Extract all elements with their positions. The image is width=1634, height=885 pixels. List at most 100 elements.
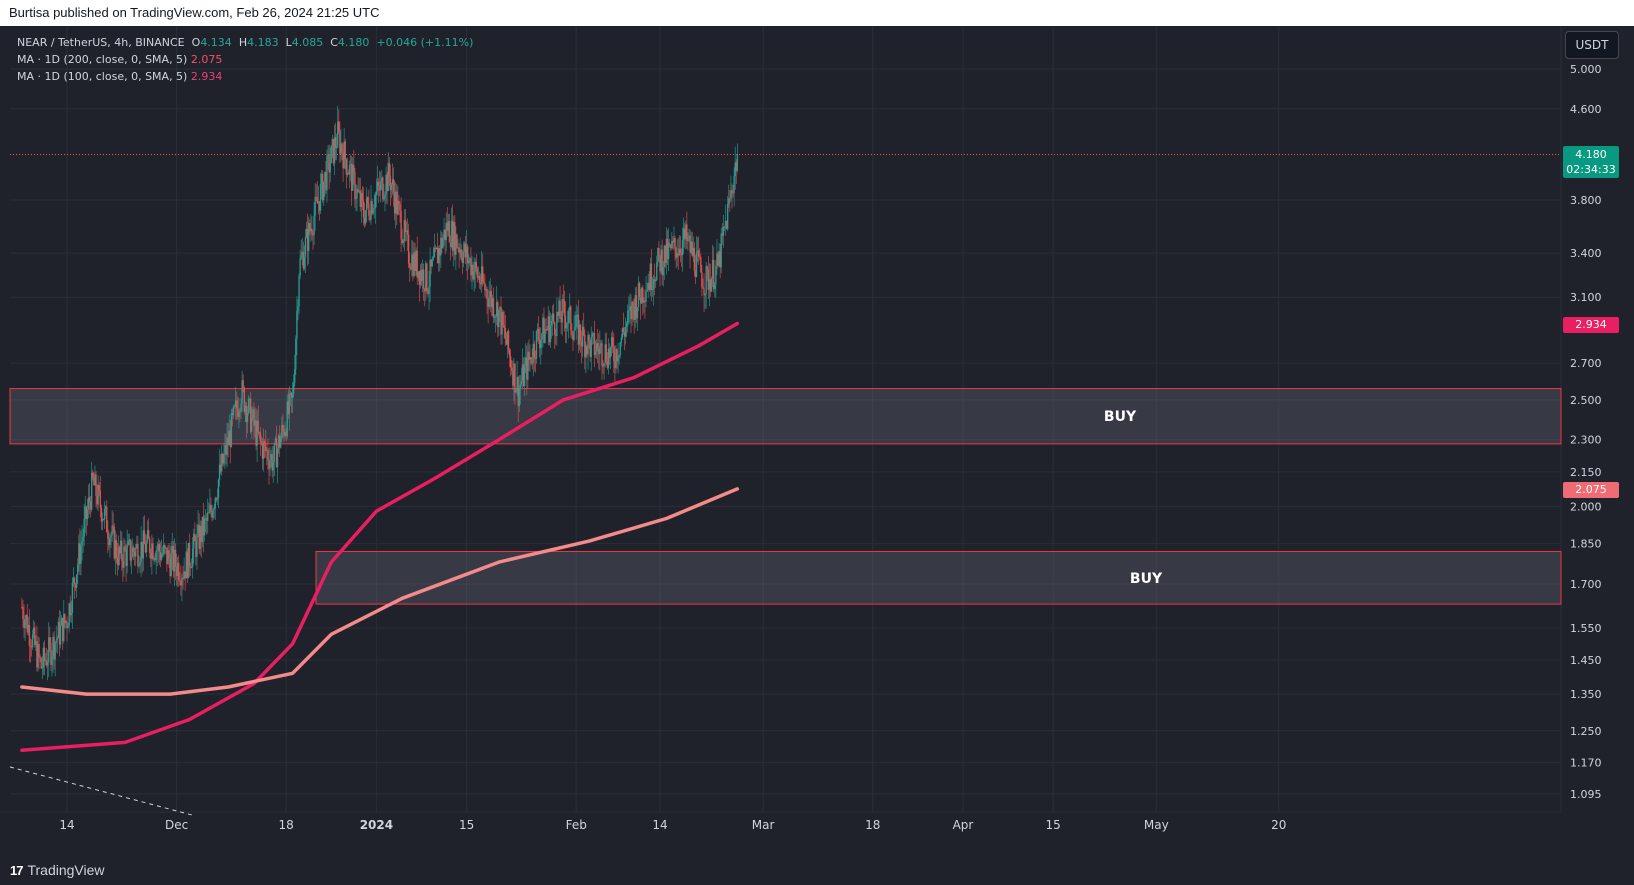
candle-body (74, 584, 77, 588)
candle-body (714, 284, 716, 289)
candle-body (685, 224, 687, 239)
candle-body (566, 322, 569, 325)
candle-body (369, 215, 371, 220)
candle-body (506, 331, 509, 345)
candle-body (40, 658, 42, 669)
candle-body (426, 263, 428, 292)
candle-body (250, 398, 252, 432)
candle-body (456, 234, 458, 248)
legend-ma200-label: MA · 1D (200, close, 0, SMA, 5) (17, 53, 188, 66)
candle-body (274, 438, 277, 444)
price-tick-label: 3.100 (1570, 291, 1602, 304)
candle-body (140, 541, 142, 562)
candle-body (349, 163, 352, 165)
price-tick-label: 4.600 (1570, 103, 1602, 116)
candle-body (554, 322, 556, 335)
candle-body (574, 326, 576, 331)
candle-body (236, 400, 238, 409)
footer: 17 TradingView (0, 855, 1634, 885)
publisher-header: Burtisa published on TradingView.com, Fe… (0, 0, 1634, 26)
candle-body (471, 264, 473, 276)
legend-ma100-row[interactable]: MA · 1D (100, close, 0, SMA, 5) 2.934 (17, 68, 473, 85)
tradingview-logo[interactable]: 17 TradingView (10, 862, 105, 878)
candle-body (302, 251, 305, 269)
candle-body (94, 474, 96, 486)
candle-body (487, 299, 489, 307)
candle-body (514, 363, 516, 393)
candle-body (334, 137, 337, 148)
candle-body (608, 348, 611, 358)
candle-body (261, 442, 264, 459)
candle-body (699, 256, 701, 258)
candle-body (371, 201, 373, 214)
candle-body (549, 325, 552, 343)
legend-ma200-row[interactable]: MA · 1D (200, close, 0, SMA, 5) 2.075 (17, 51, 473, 68)
candle-body (340, 143, 342, 154)
candle-body (555, 334, 557, 336)
candle-body (653, 279, 656, 282)
candle-body (151, 543, 153, 559)
candle-body (115, 540, 118, 559)
candle-body (541, 333, 543, 340)
candle-body (415, 250, 417, 271)
price-tick-label: 1.550 (1570, 622, 1602, 635)
candle-body (286, 401, 288, 437)
candle-body (585, 345, 587, 358)
candle-body (332, 139, 335, 164)
candle-body (561, 299, 563, 323)
candle-body (152, 543, 154, 560)
price-chart[interactable]: BUY BUY 5.000 4.600 3.800 3.400 3.100 2.700 2.5… (0, 26, 1634, 855)
candle-body (381, 177, 383, 182)
chart-frame[interactable] (0, 26, 1634, 855)
candle-body (386, 174, 388, 192)
candle-body (435, 247, 438, 250)
candle-body (99, 490, 102, 508)
candle-body (663, 245, 665, 268)
candle-body (62, 617, 64, 642)
candle-body (299, 258, 301, 276)
candle-body (373, 207, 375, 210)
candle-body (467, 246, 469, 264)
candle-body (233, 406, 236, 408)
candle-body (427, 291, 429, 294)
candle-body (702, 287, 704, 289)
candle-body (641, 287, 643, 304)
currency-button[interactable]: USDT (1565, 31, 1619, 59)
candle-body (649, 263, 652, 290)
candle-body (109, 537, 111, 546)
candle-body (451, 220, 454, 251)
candle-body (113, 526, 115, 559)
candle-body (595, 343, 598, 352)
candle-body (392, 179, 395, 194)
candle-body (202, 516, 205, 536)
candle-body (55, 640, 57, 643)
candle-body (447, 221, 450, 231)
candle-body (526, 357, 528, 380)
candle-body (266, 450, 268, 452)
candle-body (79, 543, 81, 564)
candle-body (122, 560, 124, 568)
time-tick-label: 15 (1046, 818, 1061, 832)
candle-body (29, 645, 32, 647)
candle-body (156, 550, 158, 552)
candle-body (112, 525, 114, 527)
candle-body (205, 518, 208, 521)
candle-body (296, 311, 298, 339)
candle-body (569, 306, 571, 311)
candle-body (287, 401, 290, 415)
candle-body (472, 264, 474, 280)
candle-body (696, 250, 699, 253)
candle-body (422, 269, 425, 289)
candle-body (520, 381, 523, 385)
candle-body (398, 200, 400, 205)
legend-close-value: 4.180 (337, 36, 370, 49)
candle-body (550, 320, 553, 326)
candle-body (46, 662, 49, 666)
candle-body (72, 577, 75, 583)
candle-body (39, 656, 41, 659)
candle-body (513, 363, 515, 386)
candle-body (571, 330, 573, 336)
candle-body (313, 215, 315, 236)
candle-body (529, 357, 531, 360)
candle-body (391, 179, 394, 185)
